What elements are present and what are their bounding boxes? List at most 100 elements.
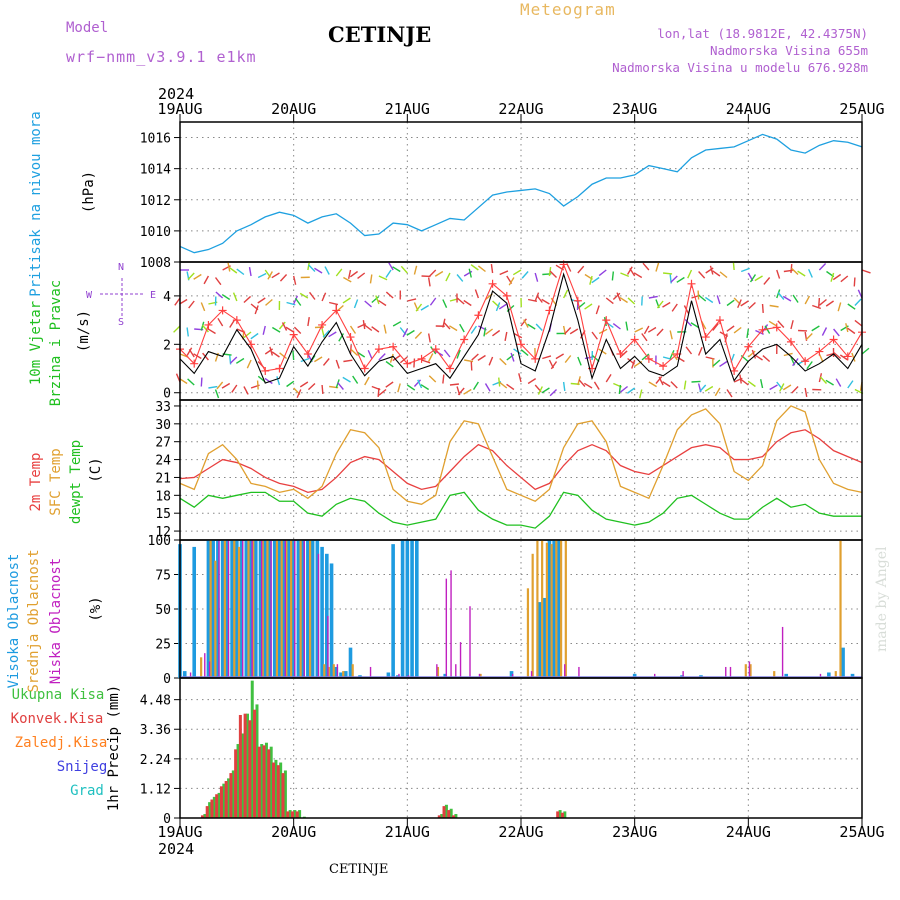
- cloud-bar-0: [249, 540, 253, 678]
- panel-pressure: 1008 1010 1012 1014 1016 Pritisak na nivou mo…: [28, 111, 863, 297]
- wind-arrow: [186, 327, 189, 337]
- wind-arrow: [314, 267, 323, 274]
- wind-arrow: [782, 384, 792, 391]
- wind-arrow: [337, 382, 344, 390]
- cloud-bar-2: [303, 540, 305, 678]
- cloud-bar-0: [211, 540, 215, 678]
- wind-arrow: [292, 275, 297, 285]
- cloud-bar-0: [850, 673, 855, 678]
- wind-arrow: [583, 382, 593, 389]
- precip-bar-1: [276, 765, 280, 818]
- wind-arrow: [187, 378, 195, 386]
- y-tick-label: 21: [155, 471, 171, 486]
- wind-arrow: [232, 292, 238, 302]
- cloud-bar-1: [744, 664, 747, 678]
- wind-arrow: [307, 316, 310, 327]
- cloud-bar-0: [348, 647, 353, 678]
- wind-arrow: [407, 298, 417, 302]
- cloud-bar-0: [329, 563, 334, 678]
- wind-arrow: [269, 346, 274, 356]
- wind-arrow: [456, 274, 464, 282]
- gust-point: [531, 354, 540, 363]
- precip-bar-1: [272, 762, 276, 818]
- wind-arrow: [456, 349, 461, 359]
- chart-title: CETINJE: [328, 22, 432, 47]
- wind-arrow: [595, 305, 600, 315]
- wind-arrow: [449, 383, 459, 386]
- wind-arrow: [235, 357, 245, 364]
- precip-bar-0: [454, 814, 458, 818]
- wind-arrow: [648, 295, 658, 299]
- cloud-bar-2: [459, 642, 462, 678]
- wind-arrow: [243, 295, 252, 304]
- wind-arrow: [392, 354, 401, 362]
- gust-point: [403, 359, 412, 368]
- wind-arrow: [797, 270, 806, 277]
- cloud-bar-1: [200, 657, 203, 678]
- wind-arrow: [642, 262, 650, 271]
- wind-arrow: [250, 332, 259, 340]
- cloud-bar-1: [351, 664, 354, 678]
- date-label-bottom: 24AUG: [726, 823, 771, 841]
- cloud-bar-2: [251, 540, 253, 678]
- wind-arrow: [825, 379, 834, 386]
- wind-arrow: [627, 297, 636, 305]
- gust-point: [545, 306, 554, 315]
- cloud-bar-1: [247, 540, 250, 678]
- gust-point: [772, 323, 781, 332]
- precip-bar-1: [437, 815, 441, 818]
- legend-0: Ukupna Kisa: [12, 687, 105, 703]
- wind-arrow: [299, 292, 309, 299]
- wind-arrow: [541, 298, 550, 305]
- gust-point: [687, 279, 696, 288]
- wind-arrow: [200, 302, 206, 312]
- wind-arrow: [367, 349, 373, 359]
- precip-bar-1: [447, 810, 451, 818]
- precip-bar-1: [234, 749, 238, 818]
- wind-arrow: [193, 273, 202, 280]
- wind-arrow: [335, 359, 340, 369]
- gust-point: [318, 320, 327, 329]
- wind-arrow: [428, 269, 437, 277]
- wind-arrow: [271, 272, 280, 279]
- wind-arrow: [292, 350, 295, 361]
- wind-arrow: [349, 270, 359, 278]
- wind-arrow: [847, 303, 856, 310]
- wind-arrow: [279, 352, 288, 360]
- wind-arrow: [347, 269, 352, 279]
- wind-arrow: [656, 328, 664, 337]
- cloud-bar-1: [550, 544, 553, 678]
- precip-bar-1: [229, 773, 233, 818]
- wind-arrow: [670, 275, 678, 283]
- precip-bar-1: [238, 714, 242, 818]
- wind-arrow: [442, 299, 448, 308]
- gust-point: [474, 311, 483, 320]
- wind-arrow: [611, 271, 615, 281]
- cloud-bar-2: [218, 540, 220, 678]
- cloud-bar-1: [834, 671, 837, 678]
- wind-arrow: [555, 353, 564, 360]
- wind-arrow: [402, 328, 408, 338]
- wind-arrow: [769, 384, 778, 391]
- cloud-bar-2: [469, 606, 471, 678]
- legend-4: Grad: [70, 783, 104, 799]
- wind-arrow: [847, 327, 856, 335]
- cloud-bar-2: [748, 661, 751, 678]
- wind-arrow: [537, 386, 543, 395]
- precip-bar-1: [253, 709, 257, 818]
- wind-arrow: [726, 299, 735, 307]
- precip-bar-1: [224, 781, 228, 818]
- wind-arrow: [712, 322, 719, 331]
- wind-arrow: [818, 353, 824, 363]
- wind-arrow: [296, 389, 302, 399]
- wind-arrow: [655, 262, 660, 272]
- cloud-bar-0: [220, 540, 225, 678]
- wind-arrow: [499, 381, 508, 389]
- cloud-bar-0: [538, 602, 542, 678]
- wind-arrow: [839, 354, 849, 361]
- precip-bar-0: [236, 744, 240, 818]
- wind-arrow: [470, 264, 479, 271]
- wind-arrow: [819, 376, 827, 384]
- wind-arrow: [759, 379, 764, 389]
